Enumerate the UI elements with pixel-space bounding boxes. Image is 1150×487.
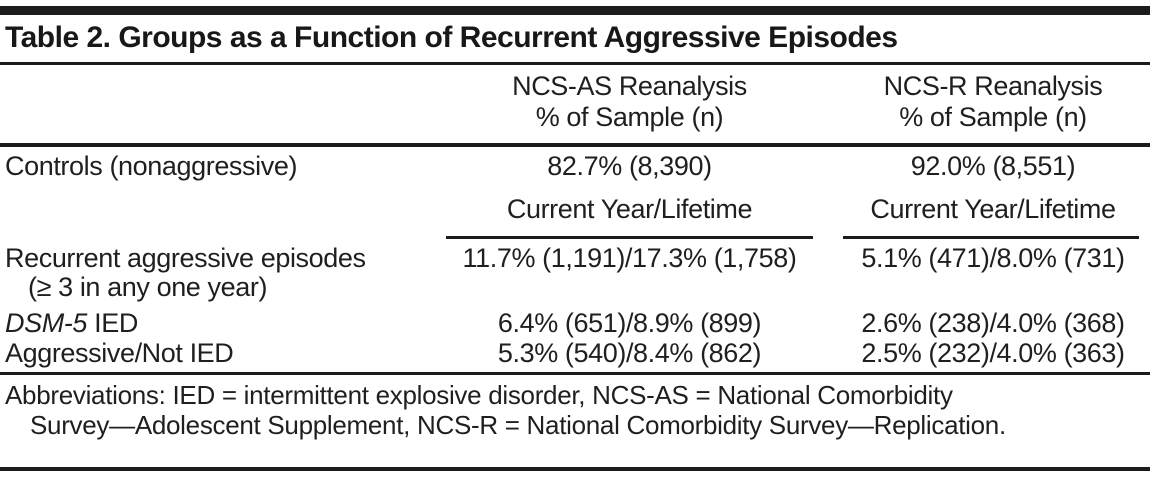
subheader-current-year-lifetime-ncs-as: Current Year/Lifetime (506, 194, 753, 224)
cell-recurrent-ncs-r: 5.1% (471)/8.0% (731) (861, 243, 1125, 273)
subheader-underline-ncs-r (843, 236, 1139, 239)
cell-controls-ncs-r: 92.0% (8,551) (910, 151, 1076, 181)
subheader-current-year-lifetime-ncs-r: Current Year/Lifetime (870, 194, 1116, 224)
table-title: Table 2. Groups as a Function of Recurre… (5, 21, 898, 54)
cell-recurrent-ncs-as: 11.7% (1,191)/17.3% (1,758) (462, 243, 797, 273)
cell-dsm5-ncs-as: 6.4% (651)/8.9% (899) (497, 308, 762, 338)
column-header-ncs-as-line1: NCS-AS Reanalysis (512, 71, 747, 101)
column-header-ncs-r: NCS-R Reanalysis % of Sample (n) (843, 71, 1143, 133)
dsm5-italic-label: DSM-5 (5, 308, 88, 338)
row-label-recurrent-episodes-line2: (≥ 3 in any one year) (28, 272, 268, 302)
row-label-controls: Controls (nonaggressive) (5, 151, 298, 181)
column-header-ncs-as: NCS-AS Reanalysis % of Sample (n) (446, 71, 813, 133)
top-rule (0, 6, 1150, 15)
footnote-line1: Abbreviations: IED = intermittent explos… (5, 380, 953, 410)
row-label-recurrent-episodes: Recurrent aggressive episodes (5, 243, 366, 273)
footnote-divider-rule (0, 372, 1150, 375)
footnote-line2: Survey—Adolescent Supplement, NCS-R = Na… (30, 410, 1006, 440)
cell-controls-ncs-as: 82.7% (8,390) (547, 151, 712, 181)
column-header-ncs-r-line1: NCS-R Reanalysis (883, 71, 1103, 101)
header-divider-rule (0, 143, 1150, 147)
row-label-dsm5-ied: DSM-5 IED (5, 308, 138, 338)
column-header-ncs-as-line2: % of Sample (n) (535, 102, 724, 132)
row-label-aggressive-not-ied: Aggressive/Not IED (5, 338, 234, 368)
dsm5-label-rest: IED (87, 308, 138, 338)
cell-dsm5-ncs-r: 2.6% (238)/4.0% (368) (861, 308, 1125, 338)
subheader-underline-ncs-as (446, 236, 813, 239)
bottom-rule (0, 467, 1150, 471)
cell-aggressive-ncs-as: 5.3% (540)/8.4% (862) (497, 338, 762, 368)
cell-aggressive-ncs-r: 2.5% (232)/4.0% (363) (861, 338, 1125, 368)
title-divider-rule (0, 62, 1150, 65)
column-header-ncs-r-line2: % of Sample (n) (899, 102, 1087, 132)
